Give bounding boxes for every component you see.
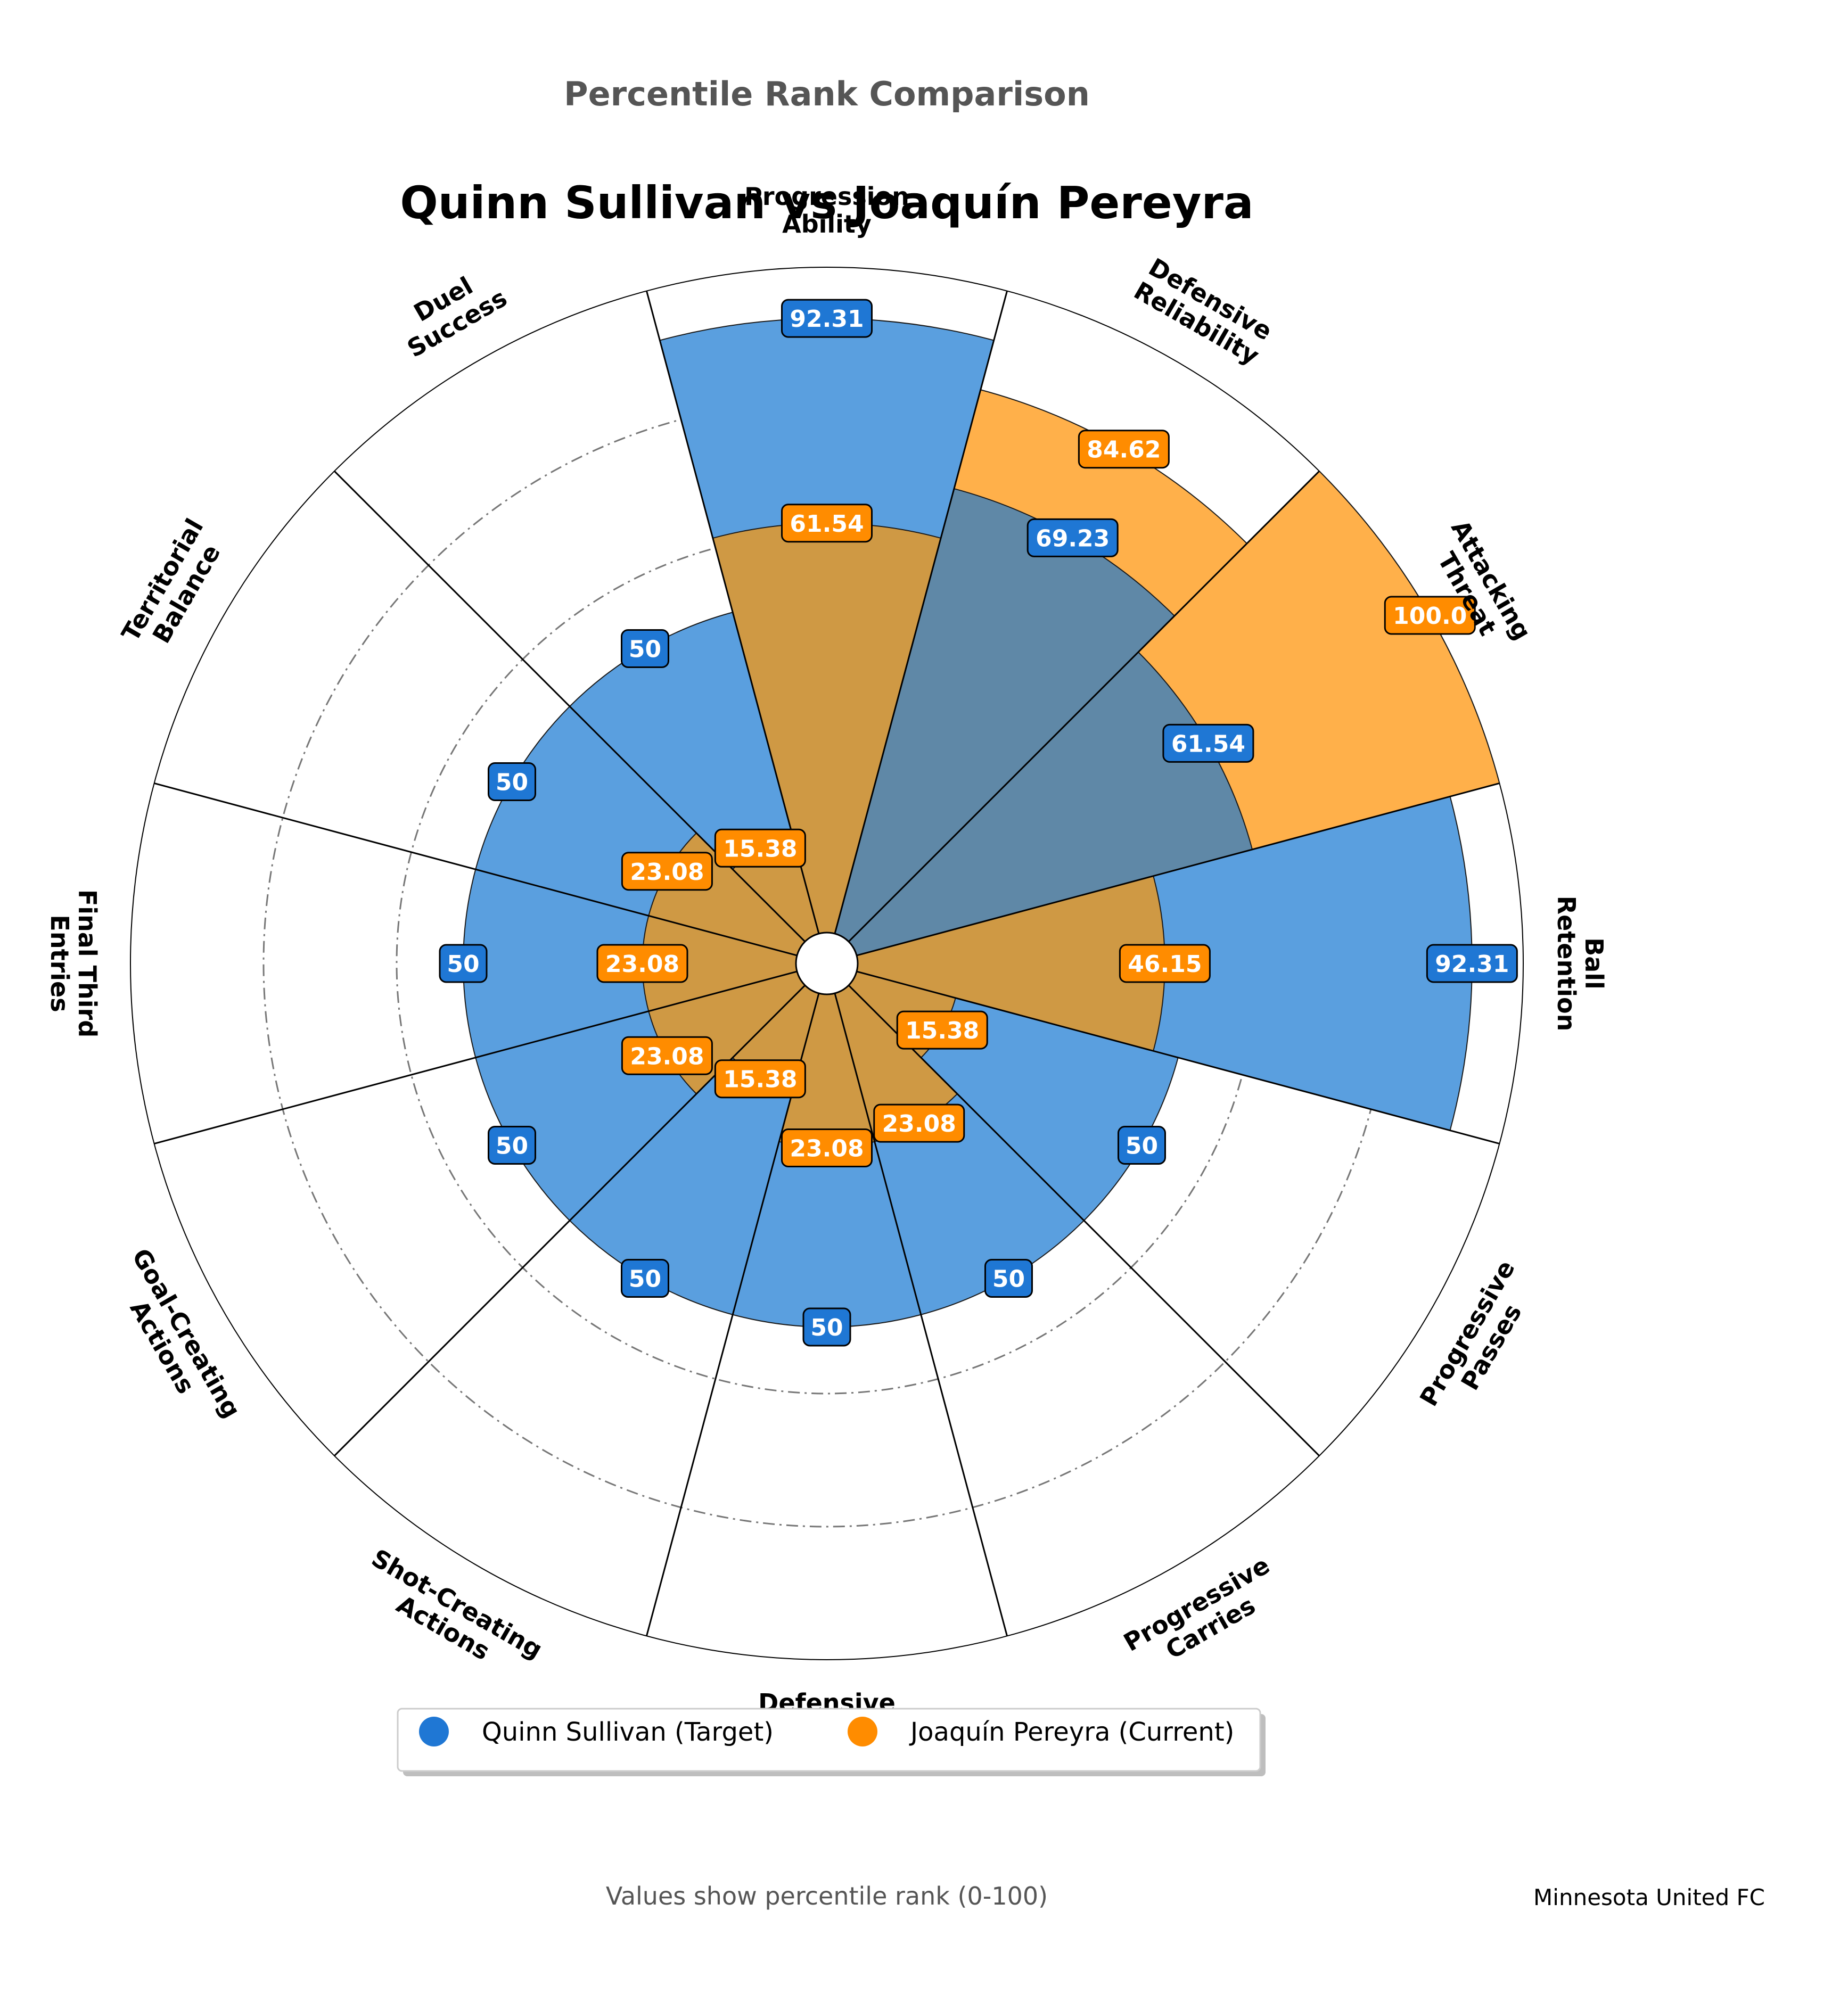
value-label-current-3: 61.54 xyxy=(781,504,873,543)
svg-text:23.08: 23.08 xyxy=(790,1135,864,1163)
spoke-11 xyxy=(848,984,1320,1456)
category-label-5: TerritorialBalance xyxy=(116,514,233,660)
svg-text:50: 50 xyxy=(496,1133,528,1160)
category-label-11: ProgressivePasses xyxy=(1414,1255,1545,1424)
category-label-6: Final ThirdEntries xyxy=(45,889,102,1037)
spoke-2 xyxy=(848,471,1320,943)
value-label-target-10: 50 xyxy=(984,1258,1033,1298)
value-label-current-11: 15.38 xyxy=(896,1010,988,1050)
spoke-4 xyxy=(646,291,820,934)
svg-text:50: 50 xyxy=(629,636,661,663)
value-label-target-6: 50 xyxy=(439,944,488,983)
category-label-8: Shot-CreatingActions xyxy=(353,1543,547,1688)
legend-marker-target xyxy=(419,1717,449,1746)
svg-text:92.31: 92.31 xyxy=(790,306,864,333)
value-label-current-5: 23.08 xyxy=(621,852,713,891)
legend-marker-current xyxy=(848,1717,877,1746)
legend-frame xyxy=(397,1708,1261,1772)
svg-text:15.38: 15.38 xyxy=(723,835,797,862)
spoke-10 xyxy=(834,993,1008,1636)
value-label-target-2: 69.23 xyxy=(1026,518,1119,557)
svg-text:92.31: 92.31 xyxy=(1435,951,1509,978)
value-label-current-0: 46.15 xyxy=(1119,944,1211,983)
svg-text:50: 50 xyxy=(496,769,528,796)
svg-text:69.23: 69.23 xyxy=(1036,525,1110,552)
value-label-target-8: 50 xyxy=(621,1258,669,1298)
category-label-10: ProgressiveCarries xyxy=(1119,1551,1288,1681)
spoke-1 xyxy=(856,782,1500,957)
spoke-9 xyxy=(646,993,820,1636)
chart-subtitle: Quinn Sullivan vs Joaquín Pereyra xyxy=(400,177,1253,229)
footnote: Values show percentile rank (0-100) xyxy=(606,1882,1048,1910)
svg-text:50: 50 xyxy=(447,951,479,978)
category-label-0: BallRetention xyxy=(1552,896,1608,1032)
value-label-target-1: 61.54 xyxy=(1162,723,1254,763)
value-label-target-9: 50 xyxy=(802,1307,851,1347)
svg-text:100.0: 100.0 xyxy=(1393,603,1467,630)
svg-text:61.54: 61.54 xyxy=(790,510,864,538)
value-label-current-9: 23.08 xyxy=(781,1128,873,1167)
value-label-current-4: 15.38 xyxy=(714,828,806,868)
category-label-2: DefensiveReliability xyxy=(1129,252,1278,370)
value-label-target-4: 50 xyxy=(621,629,669,669)
category-label-7: Goal-CreatingActions xyxy=(102,1243,246,1437)
chart-title: Percentile Rank Comparison xyxy=(564,75,1090,113)
svg-text:23.08: 23.08 xyxy=(630,859,704,886)
value-label-current-7: 23.08 xyxy=(621,1036,713,1075)
center-hole xyxy=(795,932,859,995)
legend: Quinn Sullivan (Target) Joaquín Pereyra … xyxy=(397,1708,1266,1776)
svg-text:50: 50 xyxy=(629,1265,661,1292)
svg-text:23.08: 23.08 xyxy=(605,951,679,978)
svg-text:61.54: 61.54 xyxy=(1171,730,1245,757)
value-labels: 46.15 92.31 100.0 61.54 84.62 69.23 61.54 92.31… xyxy=(439,299,1518,1347)
svg-text:46.15: 46.15 xyxy=(1128,951,1202,978)
svg-text:84.62: 84.62 xyxy=(1087,436,1161,464)
spoke-7 xyxy=(154,970,798,1144)
value-label-current-8: 15.38 xyxy=(714,1059,806,1099)
value-label-target-0: 92.31 xyxy=(1426,944,1518,983)
value-label-current-10: 23.08 xyxy=(873,1103,965,1143)
bars xyxy=(463,318,1500,1328)
spoke-6 xyxy=(154,782,798,957)
value-label-current-6: 23.08 xyxy=(596,944,688,983)
category-label-4: DuelSuccess xyxy=(389,259,512,363)
spoke-3 xyxy=(834,291,1008,934)
legend-label-current: Joaquín Pereyra (Current) xyxy=(909,1717,1234,1747)
value-label-current-2: 84.62 xyxy=(1078,430,1170,469)
category-label-3: Progression Ability xyxy=(744,182,909,238)
legend-label-target: Quinn Sullivan (Target) xyxy=(482,1717,774,1747)
svg-text:50: 50 xyxy=(810,1314,843,1341)
value-label-target-5: 50 xyxy=(488,762,537,801)
value-label-current-1: 100.0 xyxy=(1384,596,1476,635)
value-label-target-7: 50 xyxy=(488,1126,537,1165)
svg-text:15.38: 15.38 xyxy=(905,1017,979,1044)
value-label-target-3: 92.31 xyxy=(781,299,873,338)
svg-text:50: 50 xyxy=(992,1265,1025,1292)
team-name: Minnesota United FC xyxy=(1533,1884,1765,1910)
spoke-0 xyxy=(856,970,1500,1144)
svg-text:15.38: 15.38 xyxy=(723,1066,797,1093)
svg-text:23.08: 23.08 xyxy=(882,1110,956,1138)
value-label-target-11: 50 xyxy=(1117,1126,1166,1165)
outer-ring xyxy=(130,267,1524,1660)
svg-text:50: 50 xyxy=(1126,1133,1158,1160)
svg-text:23.08: 23.08 xyxy=(630,1043,704,1070)
